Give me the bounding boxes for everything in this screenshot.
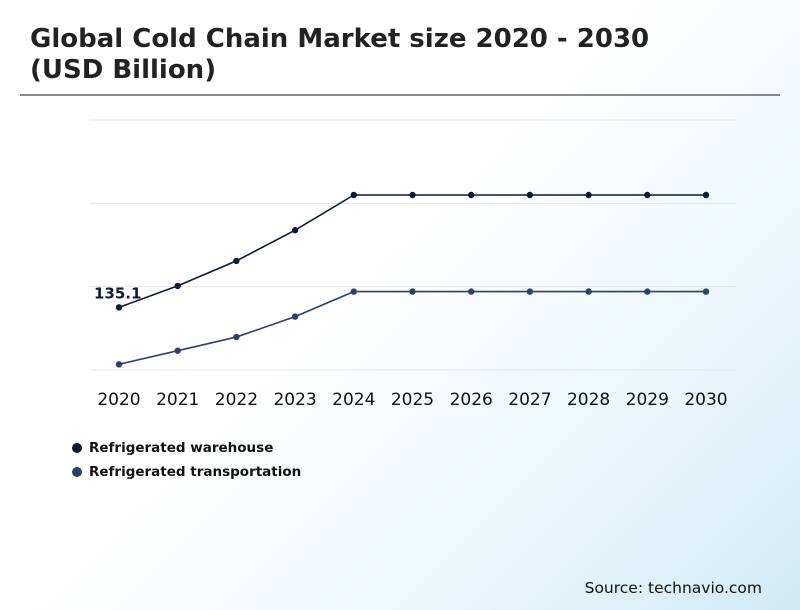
x-tick-label: 2022 [215, 390, 258, 410]
data-point [291, 313, 299, 320]
data-point [174, 282, 181, 290]
data-point [350, 191, 357, 199]
x-tick-label: 2023 [273, 390, 316, 410]
data-point [409, 288, 416, 295]
legend: Refrigerated warehouse Refrigerated tran… [72, 436, 301, 484]
legend-label-transportation: Refrigerated transportation [89, 464, 302, 480]
x-tick-label: 2024 [332, 390, 375, 410]
data-point [585, 288, 592, 295]
data-point [468, 288, 475, 295]
x-tick-label: 2030 [684, 390, 727, 410]
data-point [115, 304, 123, 311]
data-point [702, 191, 710, 199]
gridlines [90, 119, 736, 371]
series-lines [118, 194, 706, 366]
series-line-1 [118, 290, 706, 366]
data-point [468, 191, 475, 199]
x-tick-label: 2021 [156, 390, 199, 410]
data-point [350, 288, 357, 295]
source-credit: Source: technavio.com [584, 579, 762, 597]
data-point [233, 257, 240, 265]
data-point [409, 191, 416, 199]
title-divider [20, 94, 780, 96]
data-point [526, 191, 534, 199]
x-tick-label: 2028 [567, 390, 610, 410]
data-point [291, 227, 299, 234]
x-axis-ticks: 2020 2021 2022 2023 2024 2025 2026 2027 2028 2029… [97, 390, 727, 410]
legend-item-transportation: Refrigerated transportation [72, 460, 301, 484]
data-point [585, 191, 592, 199]
data-point [644, 191, 651, 199]
x-tick-label: 2020 [97, 390, 140, 410]
x-tick-label: 2029 [626, 390, 669, 410]
data-label: 135.1 [94, 284, 141, 302]
data-point [526, 288, 534, 295]
data-point [174, 347, 181, 354]
legend-label-warehouse: Refrigerated warehouse [89, 440, 274, 456]
legend-dot-warehouse [72, 443, 82, 453]
chart-title: Global Cold Chain Market size 2020 - 203… [30, 24, 650, 85]
data-points [115, 191, 710, 368]
legend-item-warehouse: Refrigerated warehouse [72, 436, 301, 460]
x-tick-label: 2027 [508, 390, 551, 410]
data-point [702, 288, 710, 295]
data-labels: 135.1 [94, 284, 141, 302]
data-point [233, 333, 240, 341]
legend-dot-transportation [72, 467, 82, 477]
x-tick-label: 2025 [391, 390, 434, 410]
data-point [115, 361, 123, 368]
data-point [644, 288, 651, 295]
x-tick-label: 2026 [450, 390, 493, 410]
